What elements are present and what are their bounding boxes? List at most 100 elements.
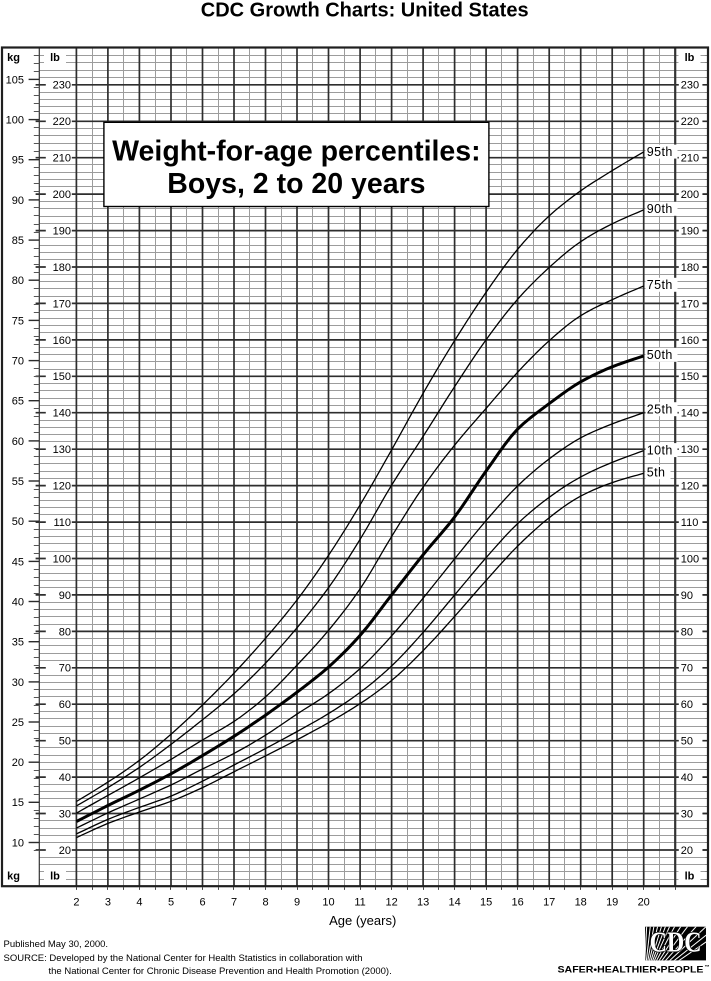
svg-text:210: 210 — [681, 153, 699, 165]
svg-text:150: 150 — [53, 371, 71, 383]
svg-text:60: 60 — [12, 436, 24, 448]
svg-text:10: 10 — [12, 837, 24, 849]
svg-text:180: 180 — [53, 262, 71, 274]
svg-text:230: 230 — [53, 80, 71, 92]
svg-text:90: 90 — [12, 195, 24, 207]
svg-text:16: 16 — [511, 897, 523, 909]
svg-text:90th: 90th — [647, 202, 673, 216]
svg-text:50th: 50th — [647, 348, 673, 362]
svg-text:30: 30 — [681, 808, 693, 820]
svg-text:lb: lb — [50, 871, 60, 883]
svg-text:30: 30 — [59, 808, 71, 820]
svg-text:5: 5 — [168, 897, 174, 909]
svg-text:210: 210 — [53, 153, 71, 165]
svg-text:10: 10 — [322, 897, 334, 909]
svg-text:25: 25 — [12, 717, 24, 729]
svg-text:the National Center for Chroni: the National Center for Chronic Disease … — [49, 966, 392, 976]
svg-text:Weight-for-age percentiles:: Weight-for-age percentiles: — [112, 136, 480, 168]
svg-text:100: 100 — [53, 553, 71, 565]
svg-text:170: 170 — [53, 298, 71, 310]
svg-text:100: 100 — [681, 553, 699, 565]
svg-text:10th: 10th — [647, 444, 673, 458]
svg-text:130: 130 — [53, 444, 71, 456]
svg-text:120: 120 — [53, 481, 71, 493]
svg-text:80: 80 — [59, 626, 71, 638]
svg-text:17: 17 — [543, 897, 555, 909]
svg-text:50: 50 — [59, 736, 71, 748]
svg-text:SOURCE: Developed by the Natio: SOURCE: Developed by the National Center… — [4, 953, 363, 964]
svg-text:220: 220 — [53, 116, 71, 128]
svg-text:200: 200 — [681, 189, 699, 201]
svg-text:80: 80 — [12, 275, 24, 287]
svg-text:35: 35 — [12, 637, 24, 649]
svg-text:160: 160 — [681, 335, 699, 347]
svg-text:Age (years): Age (years) — [329, 913, 396, 928]
svg-text:40: 40 — [681, 772, 693, 784]
svg-text:95: 95 — [12, 155, 24, 167]
svg-text:7: 7 — [231, 897, 237, 909]
svg-text:13: 13 — [417, 897, 429, 909]
svg-text:14: 14 — [448, 897, 460, 909]
svg-text:SAFER•HEALTHIER•PEOPLE: SAFER•HEALTHIER•PEOPLE — [558, 965, 704, 975]
svg-text:190: 190 — [681, 226, 699, 238]
svg-text:15: 15 — [12, 797, 24, 809]
svg-text:70: 70 — [12, 356, 24, 368]
svg-text:50: 50 — [12, 516, 24, 528]
svg-text:50: 50 — [681, 736, 693, 748]
svg-text:™: ™ — [705, 965, 710, 971]
svg-text:lb: lb — [685, 871, 695, 883]
svg-text:Boys, 2 to 20 years: Boys, 2 to 20 years — [167, 168, 425, 200]
svg-text:6: 6 — [199, 897, 205, 909]
svg-text:11: 11 — [354, 897, 365, 909]
svg-text:70: 70 — [59, 663, 71, 675]
svg-text:100: 100 — [6, 115, 24, 127]
svg-text:40: 40 — [12, 596, 24, 608]
svg-text:45: 45 — [12, 556, 24, 568]
svg-text:120: 120 — [681, 481, 699, 493]
svg-text:150: 150 — [681, 371, 699, 383]
svg-text:85: 85 — [12, 235, 24, 247]
svg-text:2: 2 — [73, 897, 79, 909]
svg-text:60: 60 — [59, 699, 71, 711]
svg-text:30: 30 — [12, 677, 24, 689]
svg-text:20: 20 — [638, 897, 650, 909]
svg-text:4: 4 — [136, 897, 142, 909]
svg-text:25th: 25th — [647, 403, 673, 417]
svg-text:9: 9 — [294, 897, 300, 909]
svg-text:12: 12 — [385, 897, 397, 909]
svg-text:75: 75 — [12, 315, 24, 327]
svg-text:kg: kg — [7, 871, 20, 883]
svg-text:105: 105 — [6, 74, 24, 86]
svg-text:110: 110 — [53, 517, 71, 529]
svg-text:130: 130 — [681, 444, 699, 456]
svg-text:160: 160 — [53, 335, 71, 347]
svg-text:20: 20 — [12, 757, 24, 769]
svg-text:60: 60 — [681, 699, 693, 711]
svg-text:180: 180 — [681, 262, 699, 274]
svg-text:220: 220 — [681, 116, 699, 128]
svg-text:140: 140 — [681, 408, 699, 420]
svg-text:15: 15 — [480, 897, 492, 909]
svg-text:20: 20 — [681, 845, 693, 857]
svg-text:3: 3 — [105, 897, 111, 909]
svg-text:8: 8 — [262, 897, 268, 909]
svg-text:140: 140 — [53, 408, 71, 420]
svg-text:18: 18 — [575, 897, 587, 909]
svg-text:40: 40 — [59, 772, 71, 784]
svg-text:80: 80 — [681, 626, 693, 638]
svg-text:CDC Growth Charts: United Stat: CDC Growth Charts: United States — [201, 0, 529, 22]
svg-text:CDC: CDC — [650, 928, 702, 959]
svg-text:5th: 5th — [647, 466, 666, 480]
svg-text:65: 65 — [12, 396, 24, 408]
svg-text:200: 200 — [53, 189, 71, 201]
svg-text:110: 110 — [681, 517, 699, 529]
svg-text:95th: 95th — [647, 145, 673, 159]
svg-text:90: 90 — [681, 590, 693, 602]
svg-text:20: 20 — [59, 845, 71, 857]
svg-text:55: 55 — [12, 476, 24, 488]
svg-text:70: 70 — [681, 663, 693, 675]
svg-text:lb: lb — [50, 52, 60, 64]
svg-text:kg: kg — [7, 52, 20, 64]
svg-text:19: 19 — [606, 897, 618, 909]
svg-text:170: 170 — [681, 298, 699, 310]
